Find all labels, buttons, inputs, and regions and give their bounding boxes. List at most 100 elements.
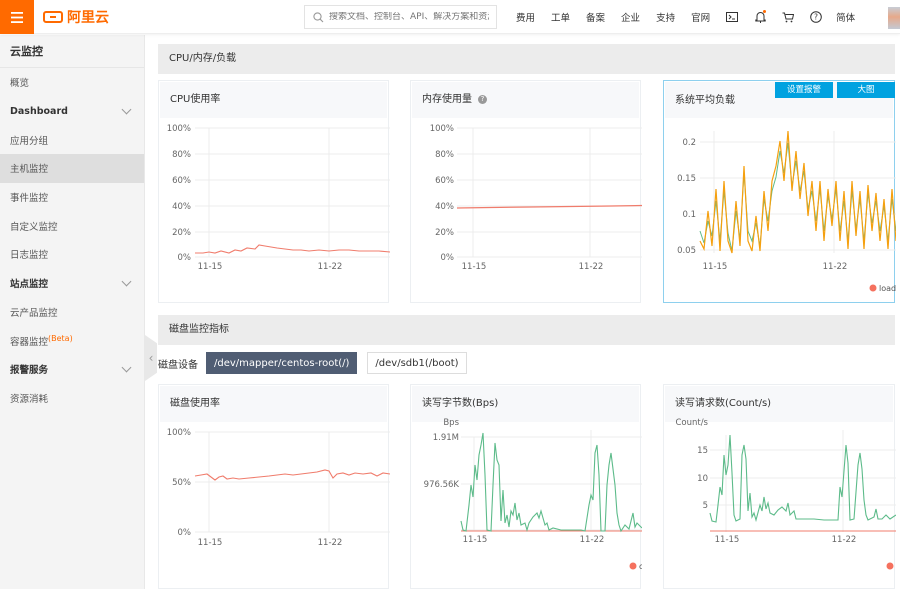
- svg-text:40%: 40%: [172, 202, 191, 212]
- sidebar-item-label: Dashboard: [10, 105, 68, 117]
- svg-text:11-22: 11-22: [318, 538, 343, 548]
- disk-iops-line-chart[interactable]: Count/s 15 10 5 11-15 11-22: [664, 385, 896, 590]
- svg-text:976.56K: 976.56K: [424, 480, 460, 490]
- svg-text:40%: 40%: [435, 202, 454, 212]
- cpu-line-chart[interactable]: 100% 80% 60% 40% 20% 0% 11-15 11-22: [159, 81, 390, 304]
- terminal-icon: [726, 12, 739, 22]
- nav-link-enterprise[interactable]: 企业: [621, 13, 641, 24]
- language-switch[interactable]: 简体: [836, 13, 856, 24]
- cart-button[interactable]: [774, 0, 802, 34]
- chart-title: CPU使用率: [160, 82, 387, 118]
- svg-text:11-22: 11-22: [579, 262, 604, 272]
- nav-link-icp[interactable]: 备案: [586, 13, 606, 24]
- sidebar-item-app-groups[interactable]: 应用分组: [0, 125, 144, 154]
- sidebar-item-host-monitoring[interactable]: 主机监控: [0, 154, 144, 183]
- disk-option-sdb1-boot[interactable]: /dev/sdb1(/boot): [367, 352, 467, 374]
- disk-usage-line-chart[interactable]: 100% 50% 0% 11-15 11-22: [159, 385, 390, 590]
- set-alarm-button[interactable]: 设置报警: [775, 82, 833, 98]
- nav-link-support[interactable]: 支持: [656, 13, 676, 24]
- sidebar-item-event-monitoring[interactable]: 事件监控: [0, 183, 144, 212]
- svg-text:0.1: 0.1: [682, 210, 696, 220]
- section-header-disk: 磁盘监控指标: [158, 315, 895, 345]
- legend-dot-icon: [886, 562, 894, 570]
- legend-label: load_: [879, 284, 896, 293]
- help-button[interactable]: ?: [802, 0, 830, 34]
- svg-text:?: ?: [814, 13, 818, 22]
- help-icon: ?: [810, 11, 822, 23]
- svg-text:11-22: 11-22: [318, 262, 343, 272]
- global-search[interactable]: [304, 5, 497, 29]
- memory-line-chart[interactable]: 100% 80% 60% 40% 20% 0% 11-15 11-22: [411, 81, 642, 304]
- menu-icon: [11, 11, 23, 23]
- legend-label: c: [639, 562, 642, 571]
- load-line-chart[interactable]: 0.2 0.15 0.1 0.05 11-15 11-22 load_: [664, 81, 896, 304]
- svg-text:11-22: 11-22: [832, 535, 857, 545]
- sidebar-item-overview[interactable]: 概览: [0, 68, 144, 97]
- disk-option-centos-root[interactable]: /dev/mapper/centos-root(/): [206, 352, 358, 374]
- sidebar-item-log-monitoring[interactable]: 日志监控: [0, 240, 144, 269]
- top-navbar: 阿里云 费用 工单 备案 企业 支持 官网 ? 简体: [0, 0, 900, 34]
- sidebar-item-label: 容器监控: [10, 336, 49, 348]
- svg-text:0%: 0%: [441, 253, 455, 263]
- chevron-left-icon: ‹: [148, 351, 154, 365]
- chart-title: 读写请求数(Count/s): [665, 386, 893, 422]
- notification-dot: [763, 10, 767, 13]
- chart-title: 磁盘使用率: [160, 386, 387, 422]
- y-axis-unit: Bps: [443, 418, 459, 428]
- sidebar-group-site-monitoring[interactable]: 站点监控: [0, 269, 144, 298]
- enlarge-chart-button[interactable]: 大图: [837, 82, 895, 98]
- svg-text:11-15: 11-15: [462, 262, 487, 272]
- sidebar-item-custom-monitoring[interactable]: 自定义监控: [0, 211, 144, 240]
- logo-text: 阿里云: [67, 10, 109, 26]
- svg-text:20%: 20%: [172, 228, 191, 238]
- chart-card-disk-usage: 磁盘使用率 100% 50% 0% 11-15 11-22: [158, 384, 390, 590]
- sidebar-item-label: 云产品监控: [10, 307, 58, 319]
- terminal-button[interactable]: [718, 0, 746, 34]
- hamburger-menu-button[interactable]: [0, 0, 34, 34]
- notifications-button[interactable]: [746, 0, 774, 34]
- bell-icon: [754, 12, 766, 23]
- y-axis-unit: Count/s: [675, 418, 708, 428]
- sidebar-item-label: 日志监控: [10, 250, 49, 262]
- sidebar-item-label: 概览: [10, 78, 30, 90]
- search-input[interactable]: [329, 12, 489, 22]
- chevron-down-icon: [121, 276, 132, 287]
- main-content: CPU/内存/负载 CPU使用率 10 0% 80% 60% 40% 20% 0% 11-1…: [158, 35, 900, 589]
- svg-text:50%: 50%: [172, 478, 191, 488]
- sidebar-item-label: 站点监控: [10, 279, 49, 291]
- sidebar: 云监控 概览 Dashboard 应用分组 主机监控 事件监控 自定义监控 日志…: [0, 35, 145, 589]
- chevron-down-icon: [121, 104, 132, 114]
- disk-device-label: 磁盘设备: [158, 359, 198, 371]
- svg-text:0.15: 0.15: [677, 174, 696, 184]
- svg-text:11-15: 11-15: [703, 262, 728, 272]
- disk-bps-line-chart[interactable]: Bps 1.91M 976.56K 11-15 11-22 c: [411, 385, 642, 590]
- sidebar-item-cloud-product-monitoring[interactable]: 云产品监控: [0, 298, 144, 327]
- legend-dot-icon: [629, 562, 637, 570]
- aliyun-logo[interactable]: 阿里云: [43, 8, 109, 26]
- sidebar-group-alarm-service[interactable]: 报警服务: [0, 355, 144, 384]
- svg-text:5: 5: [703, 501, 708, 511]
- svg-text:10: 10: [697, 474, 708, 484]
- svg-text:11-15: 11-15: [198, 262, 223, 272]
- help-icon[interactable]: ?: [478, 94, 487, 104]
- user-avatar[interactable]: [888, 7, 900, 29]
- sidebar-group-dashboard[interactable]: Dashboard: [0, 97, 144, 126]
- svg-text:0.05: 0.05: [677, 246, 696, 256]
- svg-text:11-22: 11-22: [823, 262, 848, 272]
- chart-card-load-average: 系统平均负载 设置报警 大图 0.2 0.15 0.1 0.05 11-15 11-22…: [663, 80, 896, 304]
- nav-link-tickets[interactable]: 工单: [551, 13, 571, 24]
- nav-link-official-site[interactable]: 官网: [691, 13, 711, 24]
- sidebar-item-container-monitoring[interactable]: 容器监控(Beta): [0, 326, 144, 355]
- svg-text:1.91M: 1.91M: [433, 433, 459, 443]
- sidebar-title: 云监控: [0, 35, 144, 68]
- sidebar-item-resource-usage[interactable]: 资源消耗: [0, 384, 144, 413]
- nav-link-billing[interactable]: 费用: [516, 13, 536, 24]
- svg-text:11-15: 11-15: [715, 535, 740, 545]
- svg-text:60%: 60%: [172, 176, 191, 186]
- sidebar-item-label: 应用分组: [10, 135, 49, 147]
- svg-text:80%: 80%: [172, 150, 191, 160]
- sidebar-item-label: 报警服务: [10, 365, 49, 377]
- svg-text:0%: 0%: [178, 253, 192, 263]
- section-header-cpu-mem-load: CPU/内存/负载: [158, 44, 895, 74]
- sidebar-collapse-button[interactable]: ‹: [145, 335, 157, 381]
